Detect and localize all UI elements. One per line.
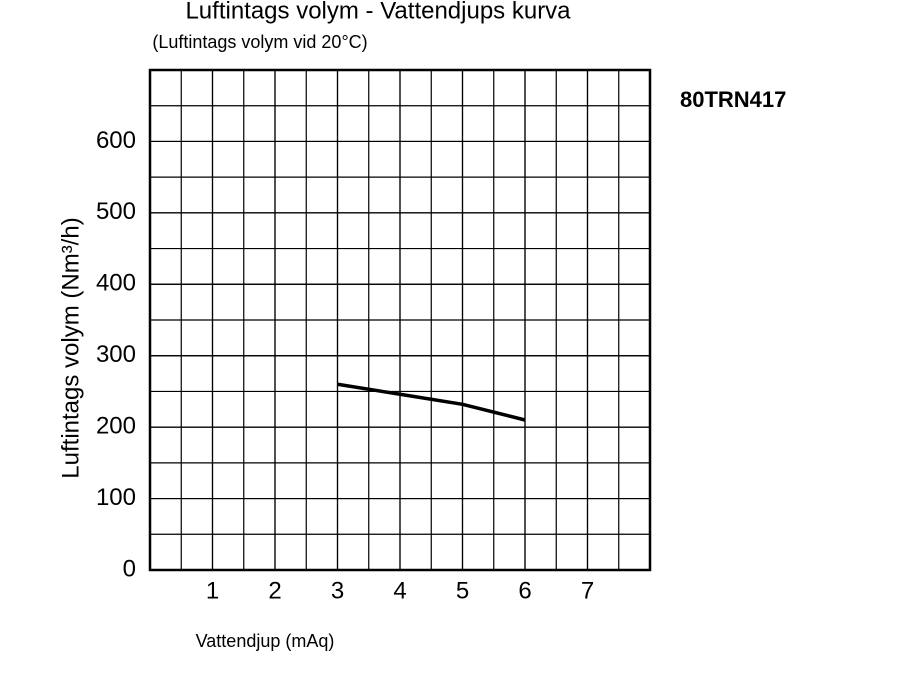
y-tick-label: 400 — [96, 270, 136, 297]
y-axis-label: Luftintags volym (Nm³/h) — [57, 217, 84, 478]
x-tick-label: 3 — [331, 577, 344, 604]
y-tick-label: 100 — [96, 484, 136, 511]
x-axis-label: Vattendjup (mAq) — [196, 631, 335, 651]
plot-frame — [148, 68, 652, 572]
y-tick-label: 500 — [96, 198, 136, 225]
chart-title: Luftintags volym - Vattendjups kurva — [185, 0, 571, 24]
x-tick-label: 1 — [206, 577, 219, 604]
y-tick-label: 300 — [96, 341, 136, 368]
x-tick-label: 2 — [268, 577, 281, 604]
y-tick-label: 200 — [96, 412, 136, 439]
annotation: 80TRN417 — [680, 87, 786, 112]
x-tick-label: 5 — [456, 577, 469, 604]
x-tick-label: 6 — [518, 577, 531, 604]
x-tick-label: 7 — [581, 577, 594, 604]
x-tick-label: 4 — [393, 577, 406, 604]
y-tick-label: 0 — [123, 555, 136, 582]
chart-subtitle: (Luftintags volym vid 20°C) — [152, 32, 367, 52]
y-tick-label: 600 — [96, 127, 136, 154]
data-line — [337, 382, 526, 422]
